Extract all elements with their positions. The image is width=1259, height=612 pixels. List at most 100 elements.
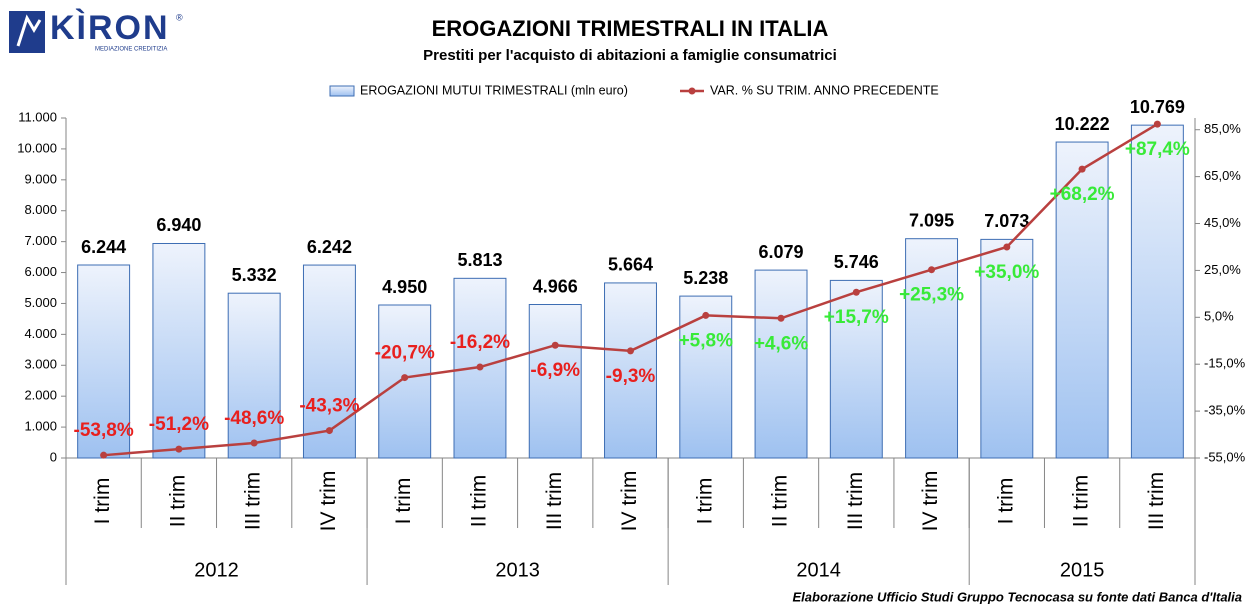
bar (679, 295, 733, 459)
year-label: 2012 (194, 559, 239, 581)
bar-value-label: 6.242 (307, 237, 352, 257)
line-marker (1078, 165, 1086, 173)
x-tick-label: I trim (693, 478, 716, 525)
line-value-label: +68,2% (1050, 184, 1115, 205)
y2-tick-label: 85,0% (1204, 121, 1241, 136)
y-tick-label: 11.000 (18, 109, 57, 124)
legend-label: EROGAZIONI MUTUI TRIMESTRALI (mln euro) (360, 83, 628, 97)
line-value-label: +4,6% (754, 333, 809, 354)
bar (152, 242, 206, 459)
y2-tick-label: 5,0% (1204, 309, 1234, 324)
legend-swatch (688, 87, 696, 95)
line-value-label: -51,2% (149, 414, 209, 435)
x-tick-label: I trim (91, 478, 114, 525)
x-tick-label: IV trim (317, 471, 340, 532)
bar-value-label: 10.769 (1130, 97, 1185, 117)
x-tick-label: II trim (769, 475, 792, 528)
bar-value-label: 7.095 (909, 210, 954, 230)
line-value-label: -6,9% (530, 360, 580, 381)
y-tick-label: 10.000 (17, 140, 57, 155)
bar (528, 304, 582, 459)
x-tick-label: II trim (1070, 475, 1093, 528)
y2-tick-label: 25,0% (1204, 262, 1241, 277)
x-tick-label: III trim (1145, 472, 1168, 530)
line-marker (551, 341, 559, 349)
line-marker (702, 311, 710, 319)
bar-value-label: 5.238 (683, 268, 728, 288)
y-tick-label: 1.000 (24, 419, 57, 434)
line-value-label: +35,0% (974, 262, 1039, 283)
x-tick-label: III trim (242, 472, 265, 530)
y-tick-label: 0 (50, 449, 57, 464)
year-label: 2014 (796, 559, 841, 581)
y-tick-label: 7.000 (24, 233, 57, 248)
y-tick-label: 2.000 (24, 388, 57, 403)
y2-tick-label: -55,0% (1204, 449, 1246, 464)
logo-tagline: MEDIAZIONE CREDITIZIA (95, 47, 167, 53)
legend-swatch (329, 85, 355, 97)
x-tick-label: III trim (844, 472, 867, 530)
legend-label: VAR. % SU TRIM. ANNO PRECEDENTE (710, 83, 939, 97)
bar-value-label: 5.746 (834, 252, 879, 272)
line-marker (777, 314, 785, 322)
x-tick-label: I trim (392, 478, 415, 525)
logo-figure (16, 14, 42, 47)
source-note: Elaborazione Ufficio Studi Gruppo Tecnoc… (793, 589, 1243, 604)
y-tick-label: 3.000 (24, 357, 57, 372)
bar (77, 264, 131, 459)
line-marker (928, 266, 936, 274)
line-value-label: -20,7% (375, 343, 435, 364)
line-marker (401, 374, 409, 382)
x-tick-label: II trim (468, 475, 491, 528)
bar (378, 304, 432, 459)
bar (980, 238, 1034, 459)
line-marker (852, 288, 860, 296)
y2-tick-label: -15,0% (1204, 356, 1246, 371)
x-tick-label: IV trim (919, 471, 942, 532)
bar (227, 292, 281, 459)
bar-value-label: 6.079 (759, 242, 804, 262)
year-label: 2015 (1060, 559, 1105, 581)
bar-value-label: 4.950 (382, 277, 427, 297)
bar-value-label: 6.244 (81, 237, 126, 257)
bar (829, 279, 883, 459)
y-tick-label: 9.000 (24, 171, 57, 186)
bar (604, 282, 657, 459)
line-marker (476, 363, 484, 371)
line-value-label: +5,8% (679, 330, 734, 351)
bar-value-label: 4.966 (533, 276, 578, 296)
bar-value-label: 7.073 (984, 211, 1029, 231)
bar (1055, 141, 1109, 459)
line-value-label: -53,8% (74, 420, 134, 441)
line-marker (175, 445, 183, 453)
y-tick-label: 4.000 (24, 326, 57, 341)
y2-tick-label: 45,0% (1204, 215, 1241, 230)
bar-value-label: 5.813 (457, 250, 502, 270)
line-value-label: +87,4% (1125, 139, 1190, 160)
logo-name: KÌRON (50, 9, 170, 47)
line-marker (1153, 120, 1161, 128)
line-marker (627, 347, 634, 355)
y-tick-label: 8.000 (24, 202, 57, 217)
line-value-label: -43,3% (299, 396, 359, 417)
bar-value-label: 5.664 (608, 255, 653, 275)
line-value-label: -48,6% (224, 408, 284, 429)
line-value-label: -9,3% (606, 366, 656, 387)
chart-title: EROGAZIONI TRIMESTRALI IN ITALIA (432, 16, 829, 41)
line-value-label: +15,7% (824, 307, 889, 328)
bar-value-label: 6.940 (156, 215, 201, 235)
line-value-label: +25,3% (899, 285, 964, 306)
x-tick-label: IV trim (618, 471, 641, 532)
bar (754, 269, 808, 459)
line-marker (1003, 243, 1011, 251)
x-tick-label: I trim (994, 478, 1017, 525)
bar (1130, 124, 1184, 459)
x-tick-label: III trim (543, 472, 566, 530)
bar-value-label: 5.332 (232, 265, 277, 285)
year-label: 2013 (495, 559, 540, 581)
line-marker (250, 439, 258, 447)
y2-tick-label: 65,0% (1204, 168, 1241, 183)
logo-mark: ® (176, 12, 183, 22)
chart-subtitle: Prestiti per l'acquisto di abitazioni a … (423, 47, 837, 64)
